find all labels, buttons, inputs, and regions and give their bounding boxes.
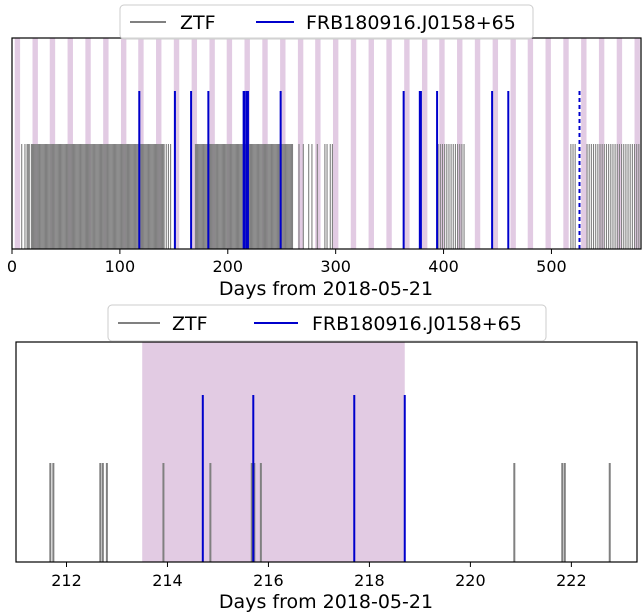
- activity-windows: [142, 342, 405, 562]
- x-tick-label: 0: [7, 257, 17, 276]
- activity-window: [103, 38, 109, 249]
- x-axis-label: Days from 2018-05-21: [219, 278, 433, 300]
- plot-frame: [15, 341, 638, 563]
- x-tick-label: 222: [556, 571, 587, 590]
- legend: ZTF FRB180916.J0158+65: [107, 304, 547, 342]
- activity-window: [386, 38, 392, 249]
- activity-window: [191, 38, 198, 249]
- x-tick-label: 300: [320, 257, 351, 276]
- activity-window: [492, 38, 499, 249]
- activity-window: [527, 38, 534, 249]
- x-tick-label: 218: [354, 571, 385, 590]
- legend-frb-label: FRB180916.J0158+65: [306, 12, 516, 34]
- activity-window: [598, 38, 605, 249]
- frb-series: [201, 395, 406, 562]
- ztf-series: [49, 463, 611, 562]
- activity-window: [634, 38, 640, 249]
- activity-window: [350, 38, 357, 249]
- activity-window: [510, 38, 516, 249]
- activity-window: [439, 38, 445, 249]
- legend-ztf-label: ZTF: [180, 12, 216, 34]
- x-axis-label: Days from 2018-05-21: [219, 591, 433, 613]
- activity-window: [457, 38, 463, 249]
- activity-window: [297, 38, 304, 249]
- activity-window: [315, 38, 321, 249]
- legend-frb-label: FRB180916.J0158+65: [312, 313, 522, 335]
- activity-window: [49, 38, 56, 249]
- x-tick-label: 400: [428, 257, 459, 276]
- x-tick-label: 220: [455, 571, 486, 590]
- activity-window: [474, 38, 481, 249]
- activity-window: [563, 38, 569, 249]
- panel-top: 0 100 200 300 400 500 Days from 2018-05-21 ZT…: [7, 4, 642, 300]
- x-tick-label: 212: [51, 571, 82, 590]
- legend-ztf-label: ZTF: [172, 313, 208, 335]
- x-tick-label: 100: [105, 257, 136, 276]
- activity-window: [138, 38, 144, 249]
- activity-window: [404, 38, 410, 249]
- activity-window: [156, 38, 162, 249]
- legend-box: [119, 4, 534, 40]
- legend-box: [107, 304, 547, 342]
- activity-window: [332, 38, 339, 249]
- activity-window: [368, 38, 374, 249]
- activity-window: [14, 38, 21, 249]
- activity-window: [545, 38, 551, 249]
- activity-window: [421, 38, 428, 249]
- x-axis: 212 214 216 218 220 222: [51, 562, 587, 590]
- x-tick-label: 214: [152, 571, 183, 590]
- x-tick-label: 200: [213, 257, 244, 276]
- ztf-series: [21, 144, 640, 249]
- activity-window: [262, 38, 268, 249]
- activity-window: [209, 38, 215, 249]
- frb-series: [138, 91, 581, 249]
- activity-window: [173, 38, 180, 249]
- activity-window: [280, 38, 286, 249]
- activity-window: [616, 38, 623, 249]
- activity-window: [85, 38, 91, 249]
- activity-window: [67, 38, 73, 249]
- activity-window: [32, 38, 38, 249]
- activity-window: [226, 38, 233, 249]
- x-tick-label: 500: [536, 257, 567, 276]
- panel-bottom: 212 214 216 218 220 222 Days from 2018-05-21 …: [15, 304, 638, 613]
- x-axis: 0 100 200 300 400 500: [7, 249, 567, 276]
- activity-window: [581, 38, 587, 249]
- legend: ZTF FRB180916.J0158+65: [119, 4, 534, 40]
- activity-window: [120, 38, 127, 249]
- x-tick-label: 216: [253, 571, 284, 590]
- activity-window: [142, 342, 405, 562]
